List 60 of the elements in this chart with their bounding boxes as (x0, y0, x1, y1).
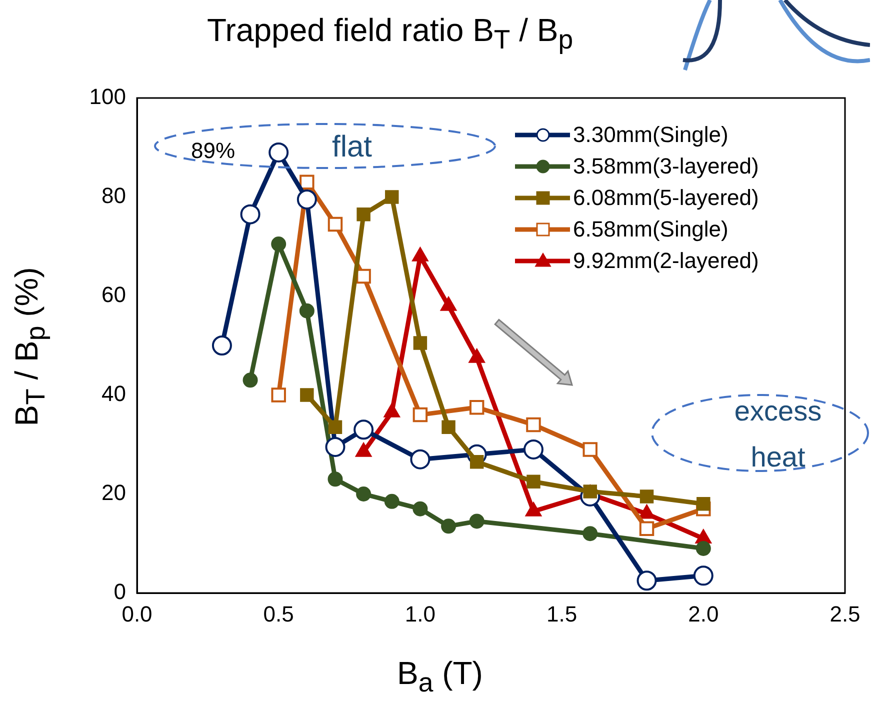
x-tick-label: 2.0 (688, 601, 719, 626)
y-tick-label: 60 (102, 282, 126, 308)
legend-label: 6.08mm(5-layered) (573, 185, 759, 210)
point (526, 474, 540, 488)
y-tick-label: 80 (102, 183, 126, 208)
legend-label: 6.58mm(Single) (573, 216, 728, 242)
annotation: flat (332, 130, 373, 164)
point (442, 420, 456, 434)
point (582, 526, 598, 542)
legend-label: 3.30mm(Single) (573, 122, 728, 148)
point (328, 420, 342, 434)
point (696, 497, 710, 511)
x-tick-label: 2.5 (830, 601, 860, 626)
point (636, 570, 657, 591)
point (441, 518, 456, 534)
y-tick-label: 40 (102, 381, 126, 406)
point (328, 472, 343, 487)
point (328, 216, 343, 232)
point (470, 454, 484, 469)
annotation: excess heat (734, 396, 822, 473)
point (354, 420, 374, 440)
point (413, 336, 428, 350)
point (299, 303, 314, 318)
point (240, 204, 260, 224)
x-tick-label: 1.5 (546, 601, 578, 626)
y-tick-label: 100 (89, 84, 126, 110)
x-tick-label: 0.5 (263, 601, 294, 626)
point (356, 268, 371, 284)
point (300, 174, 314, 190)
point (412, 501, 428, 516)
point (212, 336, 232, 356)
legend-label: 9.92mm(2-layered) (573, 248, 759, 274)
point (356, 486, 372, 502)
point (640, 490, 654, 504)
point (384, 494, 400, 509)
annotation: 89% (190, 138, 236, 164)
x-tick-label: 1.0 (404, 601, 436, 626)
point (412, 407, 428, 422)
point (242, 372, 258, 388)
point (268, 142, 289, 162)
point (469, 514, 484, 529)
point (300, 388, 314, 402)
x-axis-title: B$_{a}$ (T) (396, 655, 484, 698)
chart-title: Trapped field ratio B$_{T}$ / B$_{p}$ (206, 12, 574, 56)
point (639, 521, 654, 536)
point (410, 449, 430, 470)
point (356, 207, 370, 222)
point (385, 190, 399, 204)
point (696, 540, 711, 556)
point (582, 442, 598, 457)
point (296, 189, 317, 210)
point (325, 436, 346, 457)
point (469, 400, 484, 415)
point (526, 417, 541, 432)
point (693, 566, 714, 586)
point (271, 236, 286, 252)
y-tick-label: 20 (102, 480, 126, 506)
point (271, 388, 286, 402)
legend-label: 3.58mm(3-layered) (573, 154, 759, 179)
point (523, 439, 544, 460)
